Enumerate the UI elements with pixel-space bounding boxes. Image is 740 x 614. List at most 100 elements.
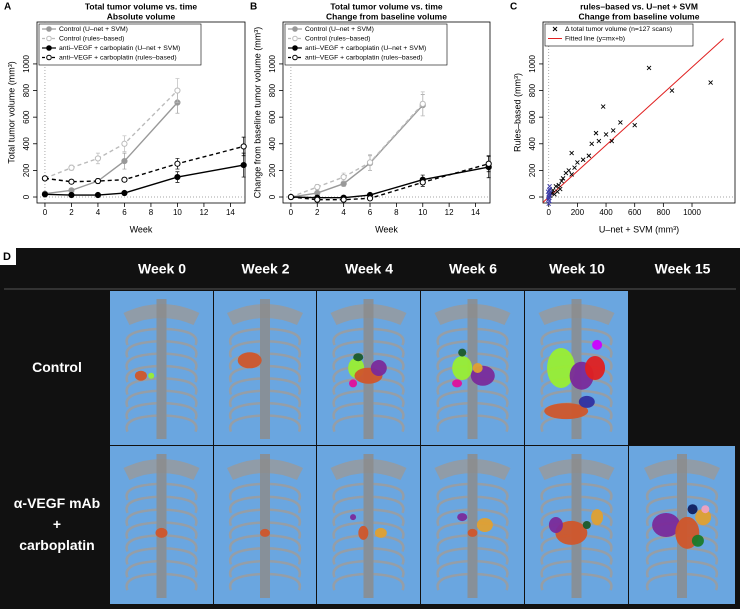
data-point [68, 178, 75, 185]
legend-label: Control (rules–based) [59, 35, 124, 42]
scatter-point [569, 172, 574, 177]
chart-subtitle: Change from baseline volume [579, 11, 700, 21]
tumor [578, 395, 595, 408]
skeleton-rib [436, 482, 509, 501]
skeleton-rib [332, 547, 405, 565]
column-header: Week 4 [345, 261, 393, 277]
skeleton-rib [540, 482, 613, 501]
skeleton-spine [156, 454, 167, 598]
scatter-point [603, 132, 609, 137]
skeleton-rib [540, 340, 613, 358]
skeleton-rib [436, 414, 509, 433]
legend-marker [46, 45, 52, 51]
column-header: Week 15 [655, 261, 711, 277]
data-point [41, 191, 49, 198]
data-point [340, 196, 347, 203]
skeleton-rib [332, 560, 405, 578]
skeleton-rib [645, 547, 719, 565]
plot-frame [542, 21, 736, 204]
tumor [582, 521, 591, 529]
skeleton-rib [540, 547, 613, 565]
skeleton-rib [228, 482, 302, 501]
panel-d-label-bg [0, 248, 16, 265]
panel-label: B [250, 2, 257, 13]
legend-marker [292, 45, 298, 51]
y-tick-label: 1000 [22, 54, 31, 72]
y-axis-label: Total tumor volume (mm³) [6, 61, 16, 164]
column-header: Week 6 [449, 261, 497, 277]
legend-marker [292, 54, 298, 61]
tumor [467, 528, 478, 537]
skeleton-rib [332, 572, 405, 591]
scatter-point [545, 197, 551, 202]
scatter-point [559, 178, 564, 184]
legend-label: Control (U–net + SVM) [305, 26, 374, 33]
series-line [290, 166, 489, 199]
tumor [350, 514, 357, 521]
legend-box [284, 23, 448, 66]
data-point [121, 176, 128, 183]
scatter-point [593, 130, 599, 136]
x-tick-label: 12 [445, 208, 454, 217]
y-tick-label: 600 [22, 110, 31, 124]
tumor [374, 527, 387, 538]
skeleton-rib [436, 547, 509, 565]
legend-marker [552, 26, 558, 32]
data-point [121, 140, 128, 147]
legend-label: Control (rules–based) [305, 35, 370, 42]
chart-title: rules–based vs. U–net + SVM [580, 1, 698, 11]
skeleton-rib [332, 414, 405, 433]
data-point [314, 196, 321, 203]
scatter-point [556, 182, 562, 188]
x-tick-label: 6 [368, 208, 373, 217]
tumor [476, 518, 493, 532]
column-header: Week 0 [138, 261, 186, 277]
skeleton-rib [645, 572, 719, 591]
tumor [452, 379, 463, 388]
x-tick-label: 8 [149, 208, 154, 217]
skeleton-rib [540, 495, 613, 514]
data-point [174, 173, 181, 181]
x-tick-label: 8 [394, 208, 399, 217]
skeleton-rib [436, 572, 509, 591]
scatter-point [569, 150, 574, 156]
y-tick-label: 400 [22, 137, 31, 151]
plot-frame [36, 21, 246, 204]
skeleton-rib [540, 389, 613, 408]
row-label: α-VEGF mAb [14, 495, 100, 511]
x-tick-label: 800 [657, 208, 671, 217]
chart-title: Total tumor volume vs. time [85, 1, 198, 11]
data-point [68, 191, 75, 199]
scatter-point [589, 141, 595, 147]
skeleton-rib [125, 352, 198, 371]
skeleton-spine [467, 299, 478, 439]
skeleton-rib [645, 482, 719, 501]
skeleton-rib [645, 495, 719, 514]
tumor [555, 520, 588, 545]
skeleton-rib [436, 560, 509, 578]
scatter-point [609, 138, 615, 144]
legend-box [38, 23, 202, 66]
tumor [585, 356, 606, 380]
skeleton-rib [125, 482, 198, 501]
row-label: Control [32, 359, 82, 375]
skeleton-rib [332, 402, 405, 420]
data-point [41, 175, 49, 182]
skeleton-rib [125, 560, 198, 578]
x-tick-label: 600 [628, 208, 642, 217]
tumor [358, 525, 369, 540]
data-point [174, 160, 181, 167]
tumor [349, 379, 358, 388]
scatter-point [708, 80, 713, 85]
skeleton-rib [332, 495, 405, 514]
legend-marker [292, 26, 298, 32]
legend-marker [46, 54, 52, 61]
y-axis-label: Rules–based (mm³) [512, 73, 522, 152]
row-label: carboplatin [19, 537, 94, 553]
data-point [240, 143, 247, 150]
data-point [94, 155, 102, 162]
skeleton-rib [125, 547, 198, 565]
skeleton-rib [228, 521, 302, 540]
data-point [419, 179, 426, 186]
y-tick-label: 800 [22, 83, 31, 97]
